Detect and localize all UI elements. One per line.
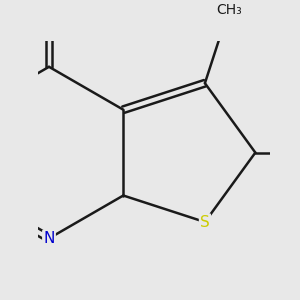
- Text: CH₃: CH₃: [216, 3, 242, 17]
- Text: N: N: [43, 231, 55, 246]
- Text: S: S: [200, 214, 210, 230]
